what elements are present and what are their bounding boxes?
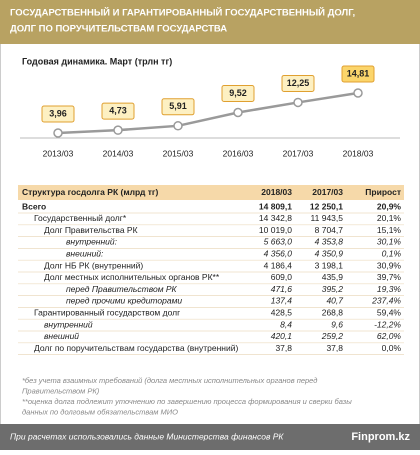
cell-value: 37,8 [275,343,292,353]
title-line: ДОЛГ ПО ПОРУЧИТЕЛЬСТВАМ ГОСУДАРСТВА [10,24,227,35]
row-label: перед Правительством РК [66,284,178,294]
cell-value: 237,4% [371,296,401,306]
row-label: Гарантированный государством долг [34,307,180,317]
value-label: 12,25 [287,78,310,88]
cell-value: 11 943,5 [311,213,344,223]
cell-value: 5 663,0 [264,237,293,247]
footnote: **оценка долга подлежит уточнению по зав… [22,397,352,406]
chart: 3,96 4,73 5,91 9,52 12,25 14,81 2013/03 2014/03… [41,65,375,158]
x-tick-label: 2016/03 [223,148,254,158]
value-label-box [41,105,75,123]
point [233,107,243,118]
cell-value: 14 342,8 [259,213,292,223]
cell-value: 37,8 [326,343,343,353]
value-label-box [341,65,375,83]
header-bar [0,0,420,44]
cell-value: 30,9% [377,260,402,270]
cell-value: 268,8 [322,307,344,317]
column-header: 2018/03 [261,187,292,197]
x-tick-label: 2013/03 [43,148,74,158]
point [53,128,63,138]
cell-value: 4 350,9 [315,248,344,258]
cell-value: 9,6 [331,319,343,329]
row-label: Долг Правительства РК [44,225,138,235]
point [353,88,363,98]
row-label: Долг местных исполнительных органов РК** [44,272,220,282]
footer-brand: Finprom.kz [351,431,410,443]
cell-value: 39,7% [377,272,402,282]
cell-value: 8,4 [280,319,292,329]
cell-value: 14 809,1 [259,201,292,211]
row-label: внешний [44,331,79,341]
cell-value: 30,1% [377,237,402,247]
line-series [57,91,359,135]
cell-value: 420,1 [271,331,293,341]
x-tick-label: 2014/03 [103,148,134,158]
chart-subtitle: Годовая динамика. Март (трлн тг) [22,56,172,66]
cell-value: 0,1% [382,248,402,258]
row-label: Всего [22,201,46,211]
cell-value: 8 704,7 [315,225,344,235]
value-label-box [221,85,255,103]
cell-value: 20,9% [377,201,402,211]
cell-value: 3 198,1 [315,260,344,270]
cell-value: 428,5 [271,307,293,317]
footnote: данных по долговым обязательствам МИО [22,407,178,416]
cell-value: 609,0 [271,272,293,282]
row-label: внешний: [66,248,104,258]
table: Структура госдолга РК (млрд тг) 2018/03 20… [18,187,404,355]
cell-value: 4 353,8 [315,237,344,247]
cell-value: -12,2% [374,319,401,329]
value-label-box [281,74,315,92]
cell-value: 40,7 [326,296,343,306]
point [173,121,183,131]
value-label: 9,52 [229,88,247,98]
cell-value: 4 186,4 [264,260,293,270]
footer-source: При расчетах использовались данные Минис… [10,431,284,441]
row-label: внутренний: [66,237,118,247]
cell-value: 4 356,0 [264,248,293,258]
column-header: Структура госдолга РК (млрд тг) [22,187,158,197]
title-line: ГОСУДАРСТВЕННЫЙ И ГАРАНТИРОВАННЫЙ ГОСУДА… [10,7,355,19]
column-header: Прирост [365,187,401,197]
x-tick-label: 2015/03 [163,148,194,158]
cell-value: 20,1% [377,213,402,223]
row-label: Государственный долг* [34,213,127,223]
footnote: *без учета взаимных требований (долга ме… [22,376,317,385]
value-label: 4,73 [109,106,127,116]
row-label: внутренний [44,319,93,329]
cell-value: 12 250,1 [310,201,343,211]
value-label: 3,96 [49,108,67,118]
value-label: 5,91 [169,101,187,111]
cell-value: 435,9 [322,272,344,282]
row-label: перед прочими кредиторами [66,296,182,306]
point [113,125,123,135]
cell-value: 395,2 [322,284,344,294]
footer-bar [0,424,420,450]
row-label: Долг по поручительствам государства (вну… [34,343,238,353]
cell-value: 471,6 [271,284,293,294]
cell-value: 137,4 [271,296,293,306]
footnote: Правительством РК) [22,386,100,395]
footnotes: *без учета взаимных требований (долга ме… [22,376,352,417]
value-label-box [161,98,195,116]
value-label-box [101,102,135,120]
cell-value: 62,0% [377,331,402,341]
point [293,97,303,108]
cell-value: 59,4% [377,307,402,317]
cell-value: 0,0% [382,343,402,353]
cell-value: 259,2 [321,331,344,341]
value-label: 14,81 [347,68,370,78]
column-header: 2017/03 [312,187,343,197]
x-tick-label: 2017/03 [283,148,314,158]
cell-value: 15,1% [377,225,402,235]
table-header-bg [18,185,404,200]
cell-value: 10 019,0 [259,225,292,235]
cell-value: 19,3% [377,284,402,294]
row-label: Долг НБ РК (внутренний) [44,260,143,270]
x-tick-label: 2018/03 [343,148,374,158]
